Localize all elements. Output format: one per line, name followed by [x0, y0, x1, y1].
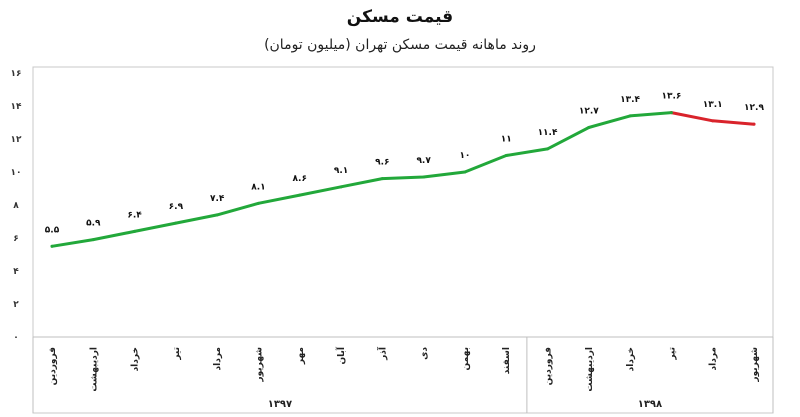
data-label: ۶.۹	[169, 202, 184, 212]
data-label: ۱۰	[459, 151, 470, 161]
chart-frame	[32, 66, 774, 414]
series-line-falling	[669, 111, 756, 126]
y-axis: ۰ ۲ ۴ ۶ ۸ ۱۰ ۱۲ ۱۴ ۱۶	[11, 69, 22, 343]
x-tick-label: اسفند	[502, 347, 512, 374]
x-tick-label: مرداد	[709, 347, 719, 371]
data-point	[174, 221, 178, 225]
x-tick-label: خرداد	[626, 347, 636, 371]
y-tick-label: ۴	[13, 267, 19, 277]
y-tick-label: ۱۲	[11, 135, 22, 145]
y-tick-label: ۸	[13, 201, 19, 211]
y-tick-label: ۶	[13, 234, 19, 244]
data-point	[504, 154, 508, 157]
data-point	[463, 170, 467, 174]
data-point	[711, 119, 715, 123]
data-label: ۱۱	[501, 135, 512, 145]
x-tick-label: اردیبهشت	[89, 347, 99, 392]
x-tick-label: مرداد	[213, 347, 223, 371]
data-point	[380, 177, 384, 181]
data-label: ۹.۱	[334, 166, 348, 176]
chart-title: قیمت مسکن	[347, 7, 453, 27]
data-label: ۶.۴	[127, 210, 142, 220]
data-label: ۱۳.۱	[703, 100, 723, 110]
data-label: ۷.۴	[210, 194, 225, 204]
x-tick-label: فروردین	[48, 347, 58, 385]
chart-subtitle: روند ماهانه قیمت مسکن تهران (میلیون توما…	[264, 37, 536, 53]
y-tick-label: ۲	[13, 300, 19, 310]
x-tick-label: دی	[420, 347, 430, 360]
y-tick-label: ۱۴	[11, 102, 22, 112]
data-point	[133, 229, 137, 233]
data-point	[298, 193, 302, 197]
y-tick-label: ۰	[13, 333, 19, 343]
year-label: ۱۳۹۷	[268, 399, 292, 410]
y-tick-label: ۱۰	[11, 168, 22, 178]
data-label: ۱۲.۹	[744, 103, 764, 113]
data-point	[669, 111, 673, 115]
data-point	[215, 213, 219, 217]
data-label: ۵.۹	[86, 219, 101, 229]
data-label: ۱۱.۴	[538, 128, 558, 138]
data-points	[50, 111, 756, 248]
x-tick-label: فروردین	[544, 347, 554, 385]
data-point	[50, 244, 54, 248]
year-label: ۱۳۹۸	[638, 399, 662, 410]
data-labels: ۵.۵ ۵.۹ ۶.۴ ۶.۹ ۷.۴ ۸.۱ ۸.۶ ۹.۱ ۹.۶ ۹.۷ ۱۰ ۱۱ ۱۱.۴ ۱۲…	[45, 92, 765, 236]
data-point	[422, 175, 426, 179]
x-tick-label: مهر	[296, 347, 306, 365]
data-label: ۱۳.۶	[661, 92, 681, 102]
data-point	[546, 147, 550, 151]
x-tick-label: آذر	[376, 346, 388, 361]
data-point	[339, 185, 343, 189]
x-tick-label: تیر	[667, 347, 677, 361]
data-label: ۱۲.۷	[579, 106, 599, 116]
data-point	[256, 201, 260, 205]
data-point	[91, 238, 95, 242]
data-label: ۱۳.۴	[620, 95, 640, 105]
y-tick-label: ۱۶	[11, 69, 22, 79]
data-point	[752, 122, 756, 126]
x-tick-label: بهمن	[461, 347, 471, 370]
data-label: ۸.۶	[293, 174, 307, 184]
x-tick-label: تیر	[172, 347, 182, 361]
data-label: ۸.۱	[251, 182, 265, 192]
x-tick-label: شهریور	[254, 347, 264, 383]
data-label: ۹.۷	[416, 156, 431, 166]
data-point	[628, 114, 632, 118]
x-axis: فروردین اردیبهشت خرداد تیر مرداد شهریور مهر آبا…	[32, 336, 774, 413]
data-label: ۹.۶	[375, 158, 389, 168]
x-tick-label: اردیبهشت	[585, 347, 595, 392]
series-line-rising	[50, 111, 673, 248]
x-tick-label: آبان	[335, 346, 347, 364]
x-tick-label: خرداد	[131, 347, 141, 371]
data-label: ۵.۵	[45, 225, 60, 235]
x-tick-label: شهریور	[750, 347, 760, 383]
data-point	[587, 125, 591, 129]
series-lines	[50, 111, 756, 248]
year-groups: ۱۳۹۷ ۱۳۹۸	[268, 337, 662, 413]
